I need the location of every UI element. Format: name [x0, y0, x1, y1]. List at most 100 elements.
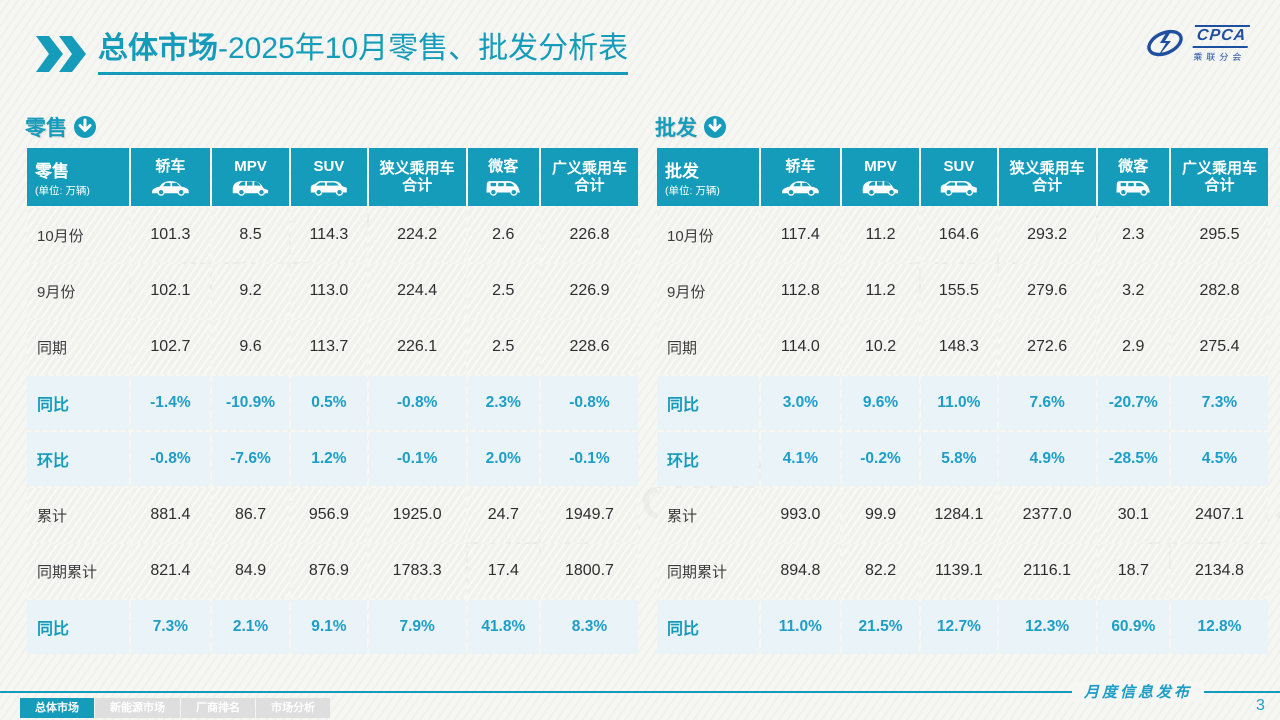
table-cell: 2.0%	[467, 432, 539, 486]
table-cell: 4.5%	[1170, 432, 1268, 486]
table-cell: 5.8%	[921, 432, 997, 486]
table-cell: 295.5	[1170, 208, 1268, 262]
retail-section-label: 零售	[25, 117, 67, 140]
table-cell: 113.7	[291, 320, 367, 374]
table-cell: 2.1%	[211, 600, 290, 654]
column-header-microvan: 微客	[467, 148, 539, 206]
tab-3[interactable]: 厂商排名	[181, 698, 255, 718]
page-title-prefix: 总体市场	[98, 32, 218, 65]
footer-nav: 总体市场 新能源市场 厂商排名 市场分析	[20, 698, 330, 718]
table-row: 同比 11.0% 21.5% 12.7% 12.3% 60.9% 12.8%	[657, 600, 1268, 654]
column-header-total-5: 广义乘用车 合计	[540, 148, 638, 206]
column-header-total-5: 广义乘用车 合计	[1170, 148, 1268, 206]
table-cell: -0.1%	[540, 432, 638, 486]
table-cell: 21.5%	[841, 600, 920, 654]
table-cell: -1.4%	[130, 376, 210, 430]
sedan-icon	[780, 178, 822, 196]
microvan-icon	[483, 178, 525, 196]
table-cell: 993.0	[760, 488, 840, 542]
table-cell: 7.6%	[998, 376, 1096, 430]
table-cell: 3.0%	[760, 376, 840, 430]
table-cell: 11.2	[841, 264, 920, 318]
table-cell: 84.9	[211, 544, 290, 598]
row-label: 同期	[657, 320, 759, 374]
table-cell: 9.6%	[841, 376, 920, 430]
tab-1[interactable]: 总体市场	[20, 698, 94, 718]
page-title-rest: -2025年10月零售、批发分析表	[218, 32, 629, 65]
table-cell: -28.5%	[1097, 432, 1169, 486]
retail-table: 零售 (单位: 万辆) 轿车 MPV SUV 狭义乘用车 合计 微客 广义乘用车 合计 10月…	[25, 146, 640, 656]
table-cell: 82.2	[841, 544, 920, 598]
table-cell: 226.1	[368, 320, 466, 374]
table-cell: 30.1	[1097, 488, 1169, 542]
table-cell: 8.3%	[540, 600, 638, 654]
row-label: 累计	[657, 488, 759, 542]
footer-divider	[0, 691, 1280, 693]
cpca-logo-text: CPCA 乘联分会	[1191, 25, 1250, 63]
tab-2[interactable]: 新能源市场	[95, 698, 180, 718]
table-cell: 224.4	[368, 264, 466, 318]
table-cell: 2.6	[467, 208, 539, 262]
table-row: 累计 993.0 99.9 1284.1 2377.0 30.1 2407.1	[657, 488, 1268, 542]
table-row: 环比 -0.8% -7.6% 1.2% -0.1% 2.0% -0.1%	[27, 432, 638, 486]
table-cell: 11.2	[841, 208, 920, 262]
table-cell: 2116.1	[998, 544, 1096, 598]
table-cell: 2.5	[467, 320, 539, 374]
table-cell: 11.0%	[760, 600, 840, 654]
page-title: 总体市场-2025年10月零售、批发分析表	[98, 32, 629, 75]
table-row: 9月份 102.1 9.2 113.0 224.4 2.5 226.9	[27, 264, 638, 318]
wholesale-table: 批发 (单位: 万辆) 轿车 MPV SUV 狭义乘用车 合计 微客 广义乘用车 合计 10月…	[655, 146, 1270, 656]
table-cell: 114.0	[760, 320, 840, 374]
cpca-logo-name: CPCA	[1192, 25, 1250, 48]
table-row: 同期累计 894.8 82.2 1139.1 2116.1 18.7 2134.8	[657, 544, 1268, 598]
table-row: 同比 3.0% 9.6% 11.0% 7.6% -20.7% 7.3%	[657, 376, 1268, 430]
table-row: 累计 881.4 86.7 956.9 1925.0 24.7 1949.7	[27, 488, 638, 542]
table-row: 同期累计 821.4 84.9 876.9 1783.3 17.4 1800.7	[27, 544, 638, 598]
table-cell: 894.8	[760, 544, 840, 598]
table-cell: 18.7	[1097, 544, 1169, 598]
publish-label: 月度信息发布	[1072, 681, 1205, 702]
table-cell: 8.5	[211, 208, 290, 262]
table-cell: 102.1	[130, 264, 210, 318]
table-cell: -0.8%	[130, 432, 210, 486]
table-cell: 9.1%	[291, 600, 367, 654]
table-cell: 2134.8	[1170, 544, 1268, 598]
row-label: 同期	[27, 320, 129, 374]
table-cell: 275.4	[1170, 320, 1268, 374]
table-cell: 2.5	[467, 264, 539, 318]
row-label: 10月份	[27, 208, 129, 262]
down-arrow-circle-icon	[74, 116, 96, 138]
table-cell: 1800.7	[540, 544, 638, 598]
table-cell: 282.8	[1170, 264, 1268, 318]
table-cell: 2407.1	[1170, 488, 1268, 542]
table-cell: 102.7	[130, 320, 210, 374]
table-cell: -20.7%	[1097, 376, 1169, 430]
tab-4[interactable]: 市场分析	[256, 698, 330, 718]
table-cell: 876.9	[291, 544, 367, 598]
row-label: 9月份	[27, 264, 129, 318]
row-label: 同比	[657, 376, 759, 430]
table-cell: 279.6	[998, 264, 1096, 318]
retail-section: 零售 零售 (单位: 万辆) 轿车 MPV SUV 狭义乘用车 合计 微客 广义乘用车 合计 …	[25, 112, 640, 656]
table-row: 同期 102.7 9.6 113.7 226.1 2.5 228.6	[27, 320, 638, 374]
column-header-sedan: 轿车	[130, 148, 210, 206]
table-row: 9月份 112.8 11.2 155.5 279.6 3.2 282.8	[657, 264, 1268, 318]
cpca-logo: CPCA 乘联分会	[1143, 24, 1250, 64]
table-row: 环比 4.1% -0.2% 5.8% 4.9% -28.5% 4.5%	[657, 432, 1268, 486]
table-cell: 2.3%	[467, 376, 539, 430]
row-label: 9月份	[657, 264, 759, 318]
retail-table-header-row: 零售 (单位: 万辆) 轿车 MPV SUV 狭义乘用车 合计 微客 广义乘用车 合计	[27, 148, 638, 206]
table-cell: 1284.1	[921, 488, 997, 542]
row-label: 同比	[27, 600, 129, 654]
row-label: 环比	[27, 432, 129, 486]
table-cell: 226.9	[540, 264, 638, 318]
column-header-microvan: 微客	[1097, 148, 1169, 206]
row-label: 10月份	[657, 208, 759, 262]
table-cell: 226.8	[540, 208, 638, 262]
wholesale-section-label: 批发	[655, 117, 697, 140]
table-cell: 224.2	[368, 208, 466, 262]
table-row: 10月份 101.3 8.5 114.3 224.2 2.6 226.8	[27, 208, 638, 262]
wholesale-section: 批发 批发 (单位: 万辆) 轿车 MPV SUV 狭义乘用车 合计 微客 广义乘用车 合计 …	[655, 112, 1270, 656]
table-cell: 12.3%	[998, 600, 1096, 654]
suv-icon	[938, 178, 980, 196]
